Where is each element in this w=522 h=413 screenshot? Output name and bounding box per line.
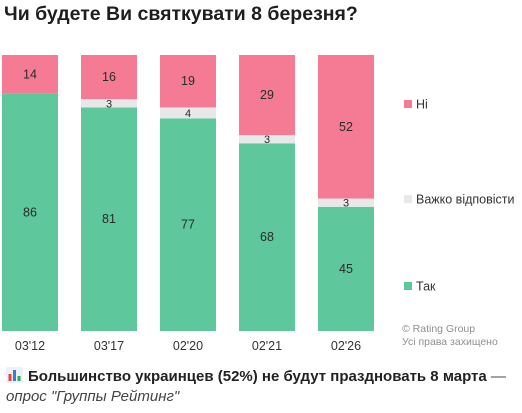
x-tick-03-12: 03'12 [15, 339, 45, 353]
bar-segment-0-4 [318, 206, 374, 331]
value-label-1-4: 3 [343, 198, 349, 210]
caption-headline: Большинство украинцев (52%) не будут пра… [28, 368, 487, 385]
bar-segment-2-2 [160, 55, 216, 108]
legend-swatch-0 [404, 100, 412, 108]
x-tick-03-17: 03'17 [94, 339, 124, 353]
x-tick-labels-group: 03'12 03'17 02'20 02'21 02'26 [15, 339, 361, 353]
value-label-1-2: 4 [185, 108, 191, 120]
copyright-credit: © Rating Group [402, 323, 476, 335]
bar-segment-1-4 [318, 198, 374, 207]
value-label-2-2: 19 [181, 74, 195, 88]
bar-segment-1-3 [239, 135, 295, 144]
value-label-0-0: 86 [23, 205, 37, 219]
x-tick-02-20: 02'20 [173, 339, 203, 353]
caption-source: опрос "Группы Рейтинг" [6, 388, 180, 405]
value-labels-group: 86 14 81 3 16 77 4 19 68 3 29 45 3 52 [23, 67, 353, 276]
value-label-2-3: 29 [260, 88, 274, 102]
legend-label-0: Ні [416, 98, 428, 112]
bars-group [2, 55, 374, 331]
value-label-0-2: 77 [181, 218, 195, 232]
bar-segment-1-1 [81, 99, 137, 108]
bar-segment-2-3 [239, 55, 295, 136]
value-label-0-1: 81 [102, 212, 116, 226]
legend-swatch-2 [404, 282, 412, 290]
value-label-2-0: 14 [23, 67, 37, 81]
x-tick-02-21: 02'21 [252, 339, 282, 353]
rights-reserved-note: Усі права захищено [402, 336, 498, 348]
value-label-0-3: 68 [260, 230, 274, 244]
bar-segment-1-2 [160, 107, 216, 119]
bar-segment-2-4 [318, 55, 374, 199]
value-label-1-1: 3 [106, 98, 112, 110]
value-label-2-4: 52 [339, 120, 353, 134]
caption-dash: — [486, 368, 506, 385]
legend-swatch-1 [404, 195, 412, 203]
stacked-bar-chart: 86 14 81 3 16 77 4 19 68 3 29 45 3 52 03'12 03'17 02'20… [2, 55, 515, 353]
bar-segment-2-1 [81, 55, 137, 100]
chart-title: Чи будете Ви святкувати 8 березня? [4, 3, 358, 25]
bar-chart-emoji-icon [6, 367, 23, 383]
bar-segment-0-2 [160, 118, 216, 331]
x-tick-02-26: 02'26 [331, 339, 361, 353]
bar-segment-2-0 [2, 55, 58, 94]
bar-segment-0-3 [239, 143, 295, 331]
legend: Ні Важко відповісти Так [404, 98, 515, 294]
bar-segment-0-1 [81, 107, 137, 331]
value-label-2-1: 16 [102, 70, 116, 84]
legend-label-1: Важко відповісти [416, 193, 515, 207]
legend-label-2: Так [416, 280, 436, 294]
bar-segment-0-0 [2, 93, 58, 331]
value-label-0-4: 45 [339, 262, 353, 276]
caption: Большинство украинцев (52%) не будут пра… [6, 367, 506, 407]
value-label-1-3: 3 [264, 134, 270, 146]
